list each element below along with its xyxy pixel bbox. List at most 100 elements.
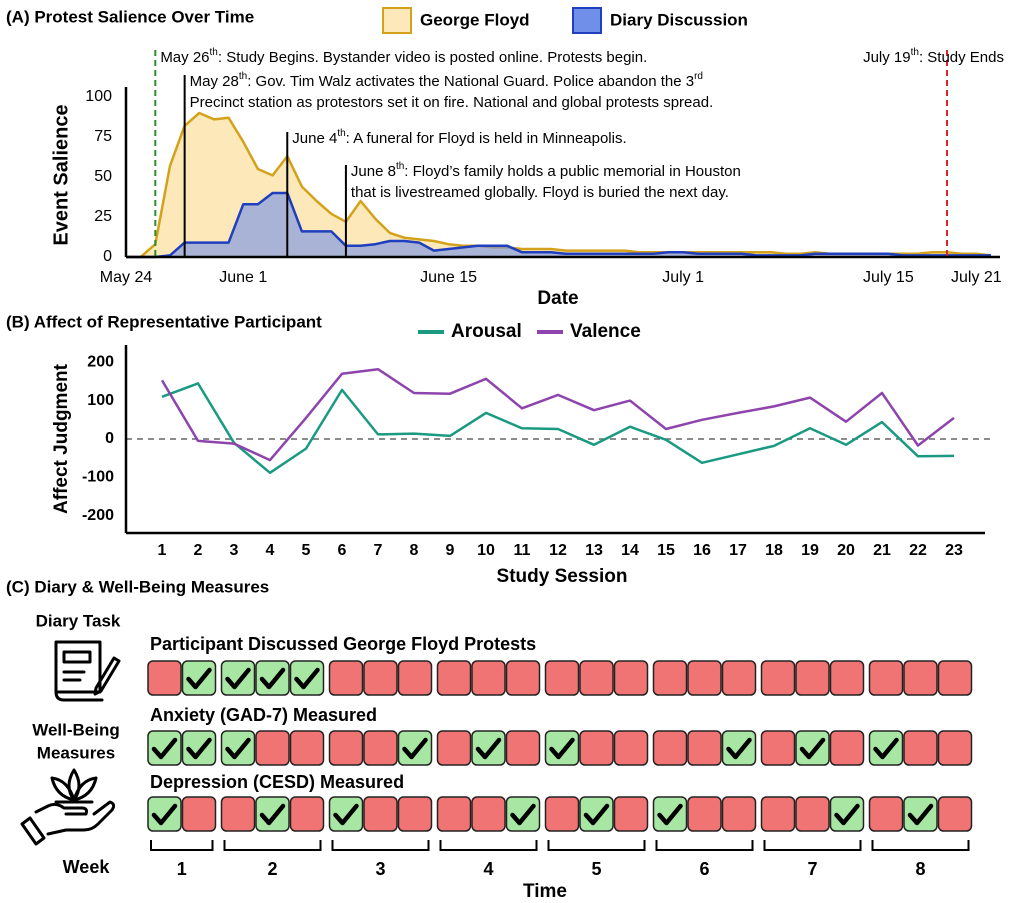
check-mark: [873, 737, 899, 760]
session-box: [721, 796, 757, 832]
x-tick-label: 23: [945, 542, 963, 559]
diary-label: Diary Task: [36, 611, 121, 630]
series-line: [160, 367, 955, 462]
y-tick-label: 200: [87, 353, 114, 370]
x-tick-label: 2: [194, 542, 203, 559]
week-bracket: [331, 840, 430, 851]
check-mark: [259, 667, 286, 690]
session-box: [903, 730, 938, 766]
x-tick-label: 17: [729, 542, 747, 559]
session-box: [397, 796, 433, 832]
session-box: [760, 730, 796, 766]
y-tick-label: 50: [94, 168, 112, 185]
y-tick-label: -200: [82, 507, 114, 524]
x-tick-label: 7: [374, 542, 383, 559]
annotation-text: th: [396, 161, 404, 172]
session-box: [471, 660, 506, 696]
well-being-label: Measures: [37, 743, 115, 762]
session-box: [868, 796, 904, 832]
annotation: that is livestreamed globally. Floyd is …: [351, 184, 729, 201]
y-tick-label: 0: [103, 248, 112, 265]
y-tick-label: -100: [82, 469, 114, 486]
check-mark: [151, 803, 178, 826]
annotation: June 4th: A funeral for Floyd is held in…: [292, 128, 626, 147]
check-mark: [225, 737, 251, 760]
annotation: May 28th: Gov. Tim Walz activates the Na…: [190, 71, 703, 90]
week-bracket: [150, 840, 214, 851]
session-box: [505, 660, 541, 696]
annotation-text: June 4: [292, 130, 337, 147]
check-mark: [225, 667, 251, 690]
x-tick-label: 1: [158, 542, 167, 559]
week-number: 5: [591, 859, 601, 879]
x-tick-label: 10: [477, 542, 495, 559]
week-number: 3: [375, 859, 385, 879]
x-tick-label: 11: [514, 542, 531, 559]
week-number: 2: [267, 859, 277, 879]
x-axis-title: Study Session: [497, 566, 628, 587]
y-tick-label: 25: [94, 208, 112, 225]
week-bracket: [439, 840, 538, 851]
check-mark: [657, 803, 683, 826]
session-box: [436, 660, 472, 696]
annotation-text: July 19: [863, 49, 911, 66]
book-icon: [54, 640, 121, 702]
panel-b-title: (B) Affect of Representative Participant: [6, 312, 322, 331]
x-tick-label: 15: [657, 542, 675, 559]
panel-a-title: (A) Protest Salience Over Time: [6, 7, 254, 26]
session-box: [363, 660, 398, 696]
panel-c-title: (C) Diary & Well-Being Measures: [6, 577, 269, 596]
check-mark: [259, 803, 286, 826]
week-label: Week: [63, 857, 111, 877]
check-mark: [402, 737, 428, 760]
x-tick-label: 9: [446, 542, 455, 559]
area-line: [126, 191, 991, 259]
row-title: Depression (CESD) Measured: [150, 772, 404, 792]
legend-swatch: [572, 7, 602, 34]
x-tick-label: July 21: [951, 269, 1002, 286]
session-box: [829, 730, 865, 766]
week-bracket: [547, 840, 646, 851]
annotation: Precinct station as protestors set it on…: [190, 94, 714, 111]
x-tick-label: 22: [909, 542, 927, 559]
check-mark: [907, 803, 934, 826]
session-box: [328, 660, 364, 696]
annotation-text: : Study Ends: [919, 49, 1004, 66]
session-box: [579, 730, 614, 766]
week-number: 6: [699, 859, 709, 879]
annotation-text: rd: [694, 71, 703, 82]
week-number: 7: [807, 859, 817, 879]
session-box: [937, 660, 973, 696]
x-tick-label: June 1: [219, 269, 267, 286]
session-box: [147, 660, 182, 696]
well-being-label: Well-Being: [32, 720, 120, 739]
annotation: July 19th: Study Ends: [863, 47, 1004, 66]
check-mark: [834, 803, 860, 826]
session-box: [544, 796, 580, 832]
x-tick-label: 14: [621, 542, 639, 559]
check-mark: [583, 803, 610, 826]
check-mark: [549, 737, 575, 760]
check-mark: [294, 667, 320, 690]
y-tick-label: 100: [87, 392, 114, 409]
session-box: [289, 730, 325, 766]
x-tick-label: 12: [549, 542, 567, 559]
y-axis-title: Affect Judgment: [51, 363, 72, 514]
annotation-text: th: [337, 128, 345, 139]
y-tick-label: 100: [85, 88, 112, 105]
session-box: [363, 730, 398, 766]
annotation-text: th: [210, 47, 218, 58]
x-tick-label: June 15: [420, 269, 477, 286]
session-box: [363, 796, 398, 832]
session-box: [613, 660, 649, 696]
session-box: [613, 796, 649, 832]
session-box: [795, 660, 830, 696]
session-box: [868, 660, 904, 696]
session-box: [436, 796, 472, 832]
session-box: [579, 660, 614, 696]
annotation-text: May 26: [160, 49, 209, 66]
x-tick-label: 19: [801, 542, 819, 559]
annotation-text: : A funeral for Floyd is held in Minneap…: [346, 130, 627, 147]
check-mark: [186, 737, 212, 760]
